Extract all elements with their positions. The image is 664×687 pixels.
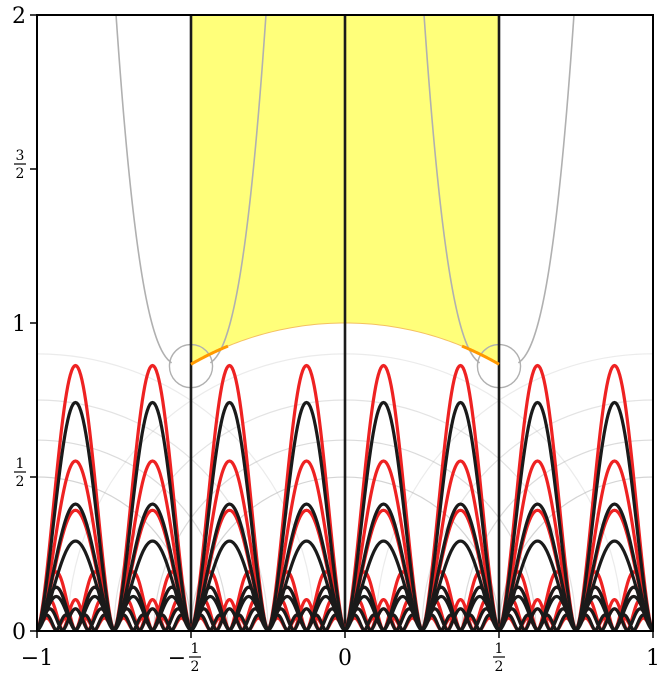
black-series-curve bbox=[593, 613, 616, 631]
black-series-curve bbox=[420, 502, 501, 631]
x-tick-label-sign: − bbox=[168, 646, 186, 671]
black-series-curve bbox=[420, 400, 501, 631]
black-series-curve bbox=[600, 607, 629, 631]
black-series-curve bbox=[61, 607, 90, 631]
black-series-curve bbox=[170, 613, 193, 631]
black-series-curve bbox=[305, 613, 328, 631]
black-series-curve bbox=[613, 613, 636, 631]
black-series-curve bbox=[112, 613, 135, 631]
y-tick-label: 2 bbox=[12, 4, 26, 29]
y-tick-label-numerator: 3 bbox=[16, 148, 25, 164]
grey-horocycle bbox=[517, 15, 575, 364]
x-tick-label-fraction: −1 2 bbox=[168, 641, 201, 675]
black-series-curve bbox=[536, 613, 559, 631]
black-series-curve bbox=[208, 613, 231, 631]
black-series-curve bbox=[459, 613, 482, 631]
black-series-curve bbox=[574, 613, 597, 631]
black-series-curve bbox=[516, 613, 539, 631]
black-series-curve bbox=[497, 400, 578, 631]
black-series-curve bbox=[555, 613, 578, 631]
black-series-curve bbox=[189, 613, 212, 631]
grey-faint-arc bbox=[37, 353, 315, 631]
x-tick-label-denominator: 2 bbox=[495, 659, 504, 675]
red-series-curve bbox=[189, 459, 270, 631]
black-series-curve bbox=[497, 613, 520, 631]
black-series-curve bbox=[54, 613, 77, 631]
orange-arc-layer bbox=[190, 344, 500, 366]
red-series-curve bbox=[37, 459, 116, 631]
y-tick-label-fraction: 12 bbox=[14, 456, 26, 490]
black-series-curve bbox=[215, 607, 244, 631]
x-tick-label-fraction: 12 bbox=[493, 641, 505, 675]
black-series-curve bbox=[497, 502, 578, 631]
black-series-curve bbox=[478, 613, 501, 631]
y-tick-label-denominator: 2 bbox=[16, 166, 25, 182]
y-tick-label: 0 bbox=[12, 620, 26, 645]
red-series-curve bbox=[497, 459, 578, 631]
black-series-curve bbox=[37, 400, 116, 631]
black-series-curve bbox=[37, 502, 116, 631]
black-series-curve bbox=[112, 400, 193, 631]
orange-arc bbox=[461, 344, 500, 366]
black-series-curve bbox=[112, 502, 193, 631]
x-tick-label-denominator: 2 bbox=[191, 659, 200, 675]
black-series-curve bbox=[93, 613, 116, 631]
red-series-curve bbox=[574, 459, 653, 631]
black-series-curve bbox=[401, 613, 424, 631]
red-series-curve bbox=[420, 459, 501, 631]
y-tick-label-fraction: 32 bbox=[14, 148, 26, 182]
black-series-curve bbox=[632, 613, 653, 631]
black-series-curve bbox=[343, 613, 366, 631]
black-series-curve bbox=[247, 613, 270, 631]
black-series-curve bbox=[343, 502, 424, 631]
grey-horocycle bbox=[115, 15, 173, 364]
black-series-curve bbox=[446, 607, 475, 631]
black-series-curve bbox=[343, 400, 424, 631]
grey-horocycle bbox=[423, 15, 481, 364]
grey-horocycle bbox=[209, 15, 267, 364]
vertical-lines-layer bbox=[189, 15, 501, 631]
black-series-curve bbox=[266, 502, 347, 631]
black-series-curve bbox=[37, 613, 58, 631]
black-series-layer bbox=[37, 400, 653, 631]
black-series-curve bbox=[362, 613, 385, 631]
plot-area bbox=[37, 15, 653, 631]
black-series-curve bbox=[131, 613, 154, 631]
grey-faint-arc bbox=[375, 353, 653, 631]
black-series-curve bbox=[189, 502, 270, 631]
black-series-curve bbox=[228, 613, 251, 631]
black-series-curve bbox=[574, 400, 653, 631]
black-series-curve bbox=[439, 613, 462, 631]
black-series-curve bbox=[420, 613, 443, 631]
black-series-curve bbox=[369, 607, 398, 631]
black-series-curve bbox=[266, 400, 347, 631]
orange-arc bbox=[190, 344, 229, 366]
black-series-curve bbox=[74, 613, 97, 631]
black-series-curve bbox=[151, 613, 174, 631]
y-tick-label-denominator: 2 bbox=[16, 474, 25, 490]
red-series-curve bbox=[266, 459, 347, 631]
black-series-curve bbox=[324, 613, 347, 631]
red-series-curve bbox=[343, 459, 424, 631]
black-series-curve bbox=[189, 400, 270, 631]
black-series-curve bbox=[266, 613, 289, 631]
black-series-curve bbox=[285, 613, 308, 631]
red-series-curve bbox=[112, 459, 193, 631]
black-series-curve bbox=[523, 607, 552, 631]
x-tick-label: −1 bbox=[21, 646, 53, 671]
x-tick-label: 1 bbox=[646, 646, 660, 671]
x-tick-label-numerator: 1 bbox=[495, 641, 504, 657]
black-series-curve bbox=[138, 607, 167, 631]
black-series-curve bbox=[574, 502, 653, 631]
y-tick-label-numerator: 1 bbox=[16, 456, 25, 472]
black-series-curve bbox=[382, 613, 405, 631]
y-tick-label: 1 bbox=[12, 312, 26, 337]
black-series-curve bbox=[292, 607, 321, 631]
x-tick-label: 0 bbox=[338, 646, 352, 671]
x-tick-label-numerator: 1 bbox=[191, 641, 200, 657]
